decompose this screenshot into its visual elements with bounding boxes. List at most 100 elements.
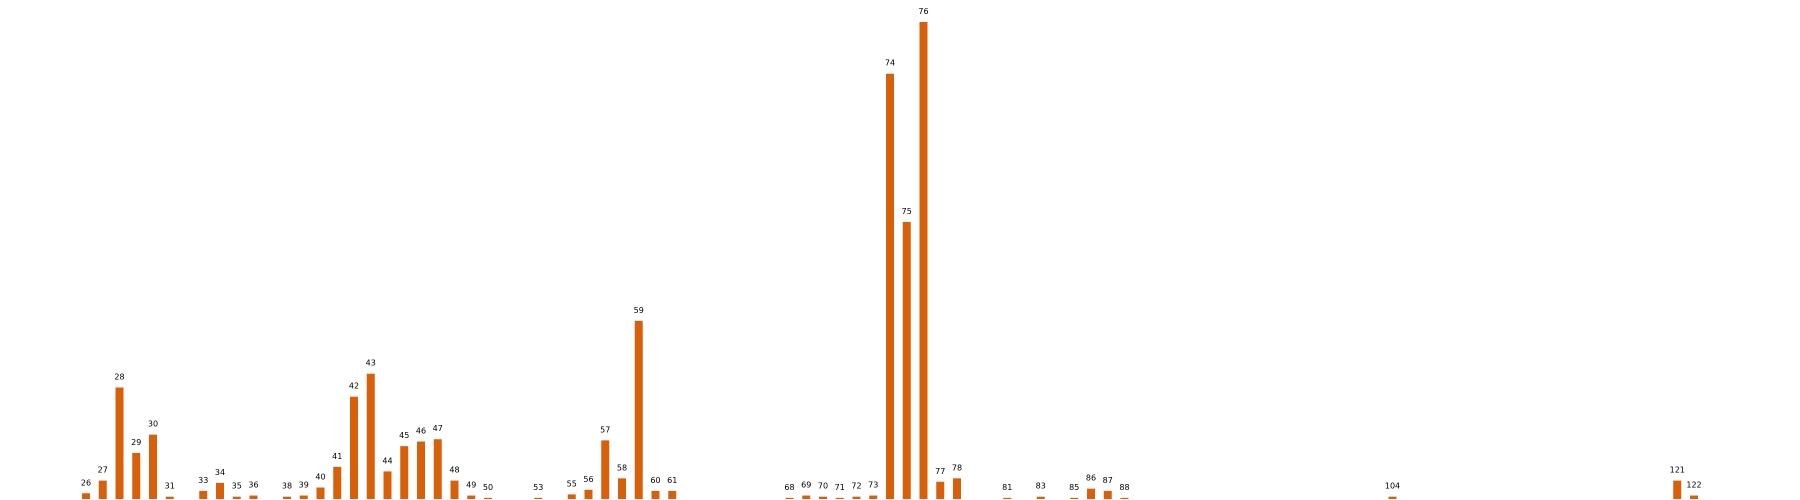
bar-69 bbox=[802, 495, 811, 499]
bar-label-55: 55 bbox=[567, 479, 577, 488]
bar-88 bbox=[1120, 497, 1129, 499]
bar-71 bbox=[835, 497, 844, 499]
bar-label-86: 86 bbox=[1086, 474, 1096, 483]
bar-41 bbox=[333, 466, 342, 499]
bar-label-38: 38 bbox=[282, 482, 292, 491]
bar-label-44: 44 bbox=[382, 456, 392, 465]
bar-43 bbox=[366, 373, 375, 499]
bar-label-76: 76 bbox=[918, 7, 928, 16]
bar-27 bbox=[98, 480, 107, 499]
bar-59 bbox=[634, 320, 643, 499]
bar-48 bbox=[450, 480, 459, 499]
bar-label-61: 61 bbox=[667, 476, 677, 485]
bar-83 bbox=[1036, 496, 1045, 499]
bar-label-34: 34 bbox=[215, 468, 225, 477]
bar-39 bbox=[299, 495, 308, 499]
bar-121 bbox=[1673, 480, 1682, 499]
bar-86 bbox=[1087, 488, 1095, 499]
bar-label-33: 33 bbox=[198, 476, 208, 485]
bar-label-45: 45 bbox=[399, 431, 409, 440]
bar-label-87: 87 bbox=[1103, 476, 1113, 485]
bar-label-70: 70 bbox=[818, 482, 828, 491]
bar-label-31: 31 bbox=[165, 482, 175, 491]
bar-label-35: 35 bbox=[232, 482, 242, 491]
bar-33 bbox=[199, 490, 208, 499]
bar-104 bbox=[1388, 496, 1397, 499]
bar-30 bbox=[149, 434, 157, 499]
bar-77 bbox=[936, 481, 945, 499]
bar-label-75: 75 bbox=[902, 207, 912, 216]
bar-label-53: 53 bbox=[533, 483, 543, 492]
bar-26 bbox=[82, 493, 90, 499]
bar-49 bbox=[467, 495, 476, 499]
bar-label-50: 50 bbox=[483, 483, 493, 492]
bar-label-56: 56 bbox=[583, 475, 593, 484]
bar-44 bbox=[383, 471, 392, 499]
bar-50 bbox=[484, 497, 492, 499]
bar-label-68: 68 bbox=[784, 483, 794, 492]
bar-75 bbox=[902, 222, 911, 499]
bar-label-121: 121 bbox=[1670, 466, 1685, 475]
bar-81 bbox=[1003, 497, 1012, 499]
bar-label-85: 85 bbox=[1069, 483, 1079, 492]
bar-label-72: 72 bbox=[851, 482, 861, 491]
bar-58 bbox=[618, 478, 626, 499]
bar-label-104: 104 bbox=[1385, 482, 1400, 491]
bar-36 bbox=[249, 495, 258, 499]
bar-74 bbox=[886, 73, 894, 499]
bar-label-48: 48 bbox=[449, 466, 459, 475]
bar-label-60: 60 bbox=[650, 476, 660, 485]
bar-78 bbox=[953, 478, 961, 499]
bar-label-27: 27 bbox=[98, 466, 108, 475]
bar-label-122: 122 bbox=[1686, 481, 1701, 490]
bar-40 bbox=[316, 487, 325, 499]
bar-label-74: 74 bbox=[885, 59, 895, 68]
bar-68 bbox=[785, 497, 794, 499]
bar-73 bbox=[869, 495, 878, 499]
bar-label-81: 81 bbox=[1002, 483, 1012, 492]
bar-label-28: 28 bbox=[114, 373, 124, 382]
bar-85 bbox=[1070, 497, 1079, 499]
bar-28 bbox=[115, 387, 124, 499]
bar-72 bbox=[852, 496, 861, 499]
bar-42 bbox=[350, 396, 358, 499]
bar-46 bbox=[417, 441, 425, 499]
bar-label-73: 73 bbox=[868, 481, 878, 490]
bar-label-42: 42 bbox=[349, 382, 359, 391]
bar-label-49: 49 bbox=[466, 481, 476, 490]
bar-label-77: 77 bbox=[935, 467, 945, 476]
bar-53 bbox=[534, 497, 543, 499]
bar-55 bbox=[567, 494, 576, 499]
bar-label-69: 69 bbox=[801, 481, 811, 490]
bar-31 bbox=[165, 496, 174, 499]
bar-87 bbox=[1103, 490, 1112, 499]
bar-label-71: 71 bbox=[835, 483, 845, 492]
bar-label-39: 39 bbox=[299, 481, 309, 490]
bar-label-29: 29 bbox=[131, 438, 141, 447]
bar-76 bbox=[919, 22, 928, 499]
bar-label-43: 43 bbox=[366, 359, 376, 368]
bar-70 bbox=[819, 496, 827, 499]
bar-label-88: 88 bbox=[1119, 483, 1129, 492]
bar-label-47: 47 bbox=[433, 424, 443, 433]
bar-label-41: 41 bbox=[332, 452, 342, 461]
bar-61 bbox=[668, 490, 677, 499]
bar-label-46: 46 bbox=[416, 427, 426, 436]
bar-34 bbox=[216, 482, 224, 499]
bar-label-36: 36 bbox=[248, 481, 258, 490]
bars-layer bbox=[82, 22, 1698, 499]
bar-56 bbox=[584, 489, 593, 499]
bar-label-59: 59 bbox=[634, 306, 644, 315]
bar-label-26: 26 bbox=[81, 478, 91, 487]
bar-label-78: 78 bbox=[952, 463, 962, 472]
bar-29 bbox=[132, 453, 141, 499]
bar-label-57: 57 bbox=[600, 425, 610, 434]
bar-60 bbox=[651, 490, 660, 499]
bar-45 bbox=[400, 446, 409, 499]
bar-label-30: 30 bbox=[148, 420, 158, 429]
bar-35 bbox=[232, 496, 241, 499]
bar-47 bbox=[433, 439, 442, 499]
bar-label-83: 83 bbox=[1036, 482, 1046, 491]
bar-57 bbox=[601, 440, 610, 499]
